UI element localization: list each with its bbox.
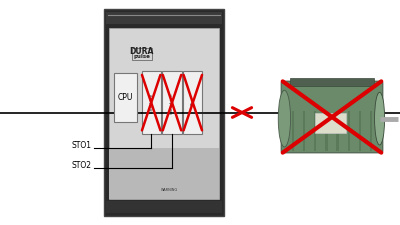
Ellipse shape: [278, 90, 290, 147]
Text: Gatedrive: Gatedrive: [170, 92, 174, 114]
Bar: [104, 9, 224, 216]
Bar: [303, 110, 305, 151]
Text: CPU: CPU: [118, 93, 133, 102]
Text: ITs: ITs: [191, 100, 195, 105]
Bar: [290, 78, 374, 86]
Text: STO1: STO1: [72, 141, 92, 150]
Ellipse shape: [374, 92, 385, 145]
Bar: [132, 48, 152, 60]
Bar: [325, 110, 328, 151]
Text: STO2: STO2: [72, 161, 92, 170]
Text: Linedrive: Linedrive: [149, 92, 153, 113]
Bar: [336, 110, 339, 151]
Bar: [114, 73, 137, 122]
Text: DURA: DURA: [130, 47, 154, 56]
Bar: [315, 113, 346, 133]
Bar: [183, 71, 202, 134]
Bar: [359, 110, 361, 151]
Bar: [292, 110, 294, 151]
Bar: [109, 28, 219, 199]
Text: WARNING: WARNING: [161, 188, 178, 192]
Bar: [370, 110, 372, 151]
Bar: [348, 110, 350, 151]
Text: pulse: pulse: [134, 54, 150, 59]
Bar: [142, 71, 161, 134]
FancyBboxPatch shape: [281, 81, 383, 153]
Bar: [106, 201, 222, 213]
Bar: [109, 148, 219, 199]
Bar: [162, 71, 182, 134]
Bar: [106, 12, 222, 24]
Bar: [314, 110, 316, 151]
